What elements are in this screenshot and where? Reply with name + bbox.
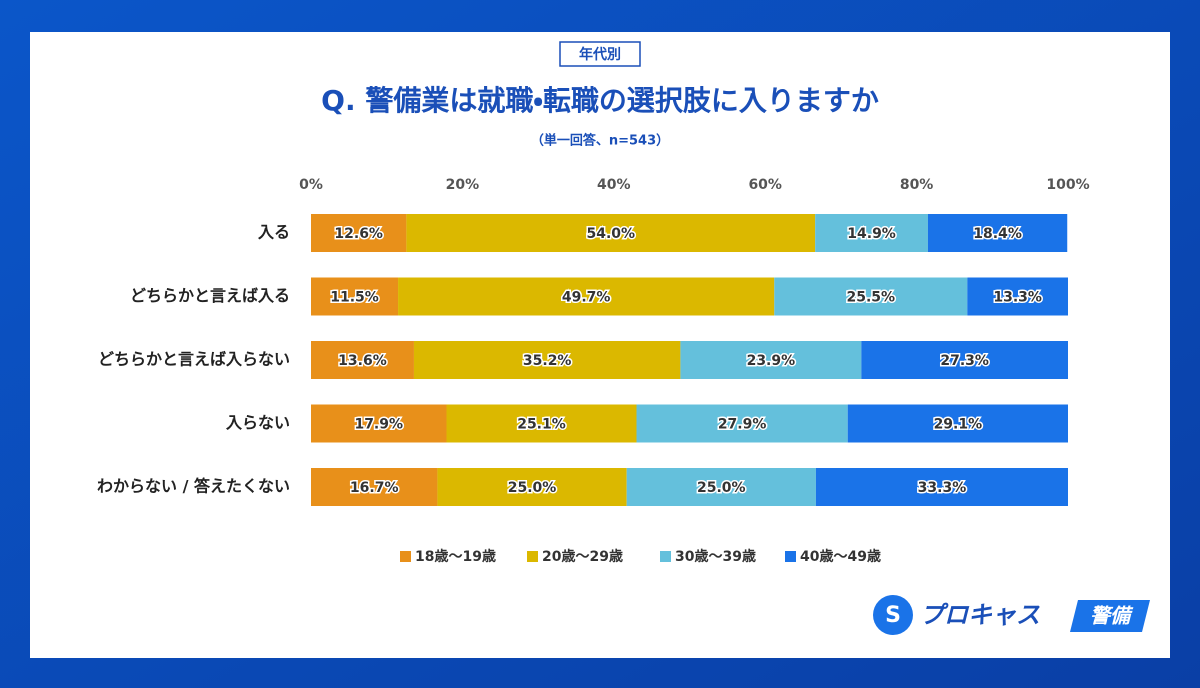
bar-segment (636, 404, 848, 443)
legend-label: 40歳〜49歳 (800, 548, 881, 565)
bar-segment (815, 214, 928, 252)
value-label: 27.9% (718, 417, 767, 433)
bar-segment (967, 277, 1068, 316)
logo-name: プロキャス (920, 601, 1040, 629)
tag: 年代別 (579, 46, 621, 63)
y-tick-label: 入らない (225, 413, 290, 432)
x-tick-label: 60% (748, 177, 782, 193)
bar-segment (680, 341, 862, 379)
bar-segment (861, 341, 1068, 379)
bar-segment (927, 214, 1068, 252)
bar-segment (311, 277, 399, 316)
value-label: 25.0% (697, 480, 746, 496)
bar-segment (437, 468, 627, 506)
bar-segment (626, 468, 816, 506)
bar-segment (398, 277, 775, 316)
value-label: 25.0% (508, 480, 557, 496)
legend-swatch (527, 551, 538, 562)
legend-label: 20歳〜29歳 (542, 548, 623, 565)
bar-segment (413, 341, 681, 379)
bar-segment (446, 404, 637, 443)
logo-icon-letter: S (885, 603, 901, 628)
value-label: 12.6% (334, 226, 383, 242)
subtitle: （単一回答、n=543） (531, 133, 669, 149)
value-label: 13.3% (993, 290, 1042, 306)
value-label: 18.4% (973, 226, 1022, 242)
value-label: 17.9% (354, 417, 403, 433)
value-label: 23.9% (747, 353, 796, 369)
bar-segment (311, 468, 438, 506)
value-label: 25.5% (847, 290, 896, 306)
value-label: 14.9% (847, 226, 896, 242)
value-label: 13.6% (338, 353, 387, 369)
x-tick-label: 100% (1046, 177, 1089, 193)
value-label: 33.3% (918, 480, 967, 496)
bar-segment (815, 468, 1068, 506)
bar-segment (774, 277, 968, 316)
logo-badge-text: 警備 (1090, 604, 1134, 628)
chart-title: Q. 警備業は就職・転職の選択肢に入りますか (321, 84, 879, 117)
value-label: 29.1% (934, 417, 983, 433)
x-tick-label: 80% (900, 177, 934, 193)
value-label: 16.7% (350, 480, 399, 496)
value-label: 54.0% (586, 226, 635, 242)
value-label: 25.1% (517, 417, 566, 433)
legend-swatch (660, 551, 671, 562)
x-tick-label: 40% (597, 177, 631, 193)
x-tick-label: 20% (446, 177, 480, 193)
y-tick-label: わからない / 答えたくない (97, 477, 290, 496)
logo-badge (1070, 600, 1150, 632)
logo-icon (873, 595, 913, 635)
tag-box (559, 41, 641, 67)
legend-label: 18歳〜19歳 (415, 548, 496, 565)
legend-label: 30歳〜39歳 (675, 548, 756, 565)
bar-segment (847, 404, 1068, 443)
y-tick-label: どちらかと言えば入る (130, 286, 290, 305)
x-tick-label: 0% (299, 177, 323, 193)
bar-segment (311, 404, 447, 443)
bar-segment (311, 214, 407, 252)
value-label: 49.7% (562, 290, 611, 306)
value-label: 35.2% (523, 353, 572, 369)
bar-segment (406, 214, 816, 252)
value-label: 11.5% (330, 290, 379, 306)
y-tick-label: どちらかと言えば入らない (98, 350, 290, 369)
value-label: 27.3% (940, 353, 989, 369)
bar-segment (311, 341, 414, 379)
y-tick-label: 入る (257, 223, 290, 242)
legend-swatch (400, 551, 411, 562)
legend-swatch (785, 551, 796, 562)
